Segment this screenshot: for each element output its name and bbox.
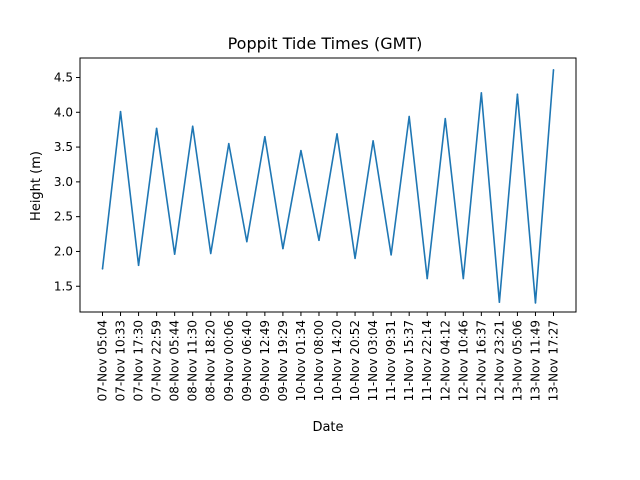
x-tick-label: 08-Nov 18:20 bbox=[204, 320, 218, 401]
x-tick-label: 11-Nov 22:14 bbox=[420, 320, 434, 401]
x-tick-label: 09-Nov 19:29 bbox=[276, 320, 290, 401]
y-tick-label: 4.5 bbox=[54, 70, 73, 84]
x-tick-label: 10-Nov 08:00 bbox=[312, 320, 326, 401]
x-tick-label: 11-Nov 09:31 bbox=[384, 320, 398, 401]
y-tick-label: 3.5 bbox=[54, 140, 73, 154]
data-point bbox=[372, 140, 374, 142]
x-tick-label: 12-Nov 04:12 bbox=[438, 320, 452, 401]
x-tick-label: 12-Nov 16:37 bbox=[474, 320, 488, 401]
x-tick-label: 07-Nov 10:33 bbox=[114, 320, 128, 401]
data-point bbox=[119, 110, 122, 113]
x-tick-label: 10-Nov 01:34 bbox=[294, 320, 308, 401]
x-tick-label: 10-Nov 14:20 bbox=[330, 320, 344, 401]
data-point bbox=[390, 254, 392, 256]
data-point bbox=[191, 125, 194, 127]
y-tick-label: 4.0 bbox=[54, 105, 73, 119]
data-point bbox=[318, 239, 320, 242]
data-point bbox=[498, 301, 501, 304]
x-tick-label: 09-Nov 06:40 bbox=[240, 320, 254, 401]
data-point bbox=[354, 257, 356, 260]
x-tick-label: 11-Nov 03:04 bbox=[366, 320, 380, 401]
data-point bbox=[264, 135, 266, 138]
data-point bbox=[101, 268, 104, 270]
y-tick-label: 2.0 bbox=[54, 244, 73, 258]
x-tick-label: 10-Nov 20:52 bbox=[348, 320, 362, 401]
y-axis-label: Height (m) bbox=[29, 151, 44, 221]
y-tick-label: 1.5 bbox=[54, 279, 73, 293]
data-point bbox=[408, 115, 410, 118]
data-point bbox=[300, 149, 302, 152]
x-tick-label: 13-Nov 11:49 bbox=[528, 320, 542, 401]
data-point bbox=[227, 142, 230, 145]
chart-title: Poppit Tide Times (GMT) bbox=[228, 34, 423, 53]
y-tick-label: 3.0 bbox=[54, 175, 73, 189]
data-point bbox=[552, 69, 555, 71]
x-tick-label: 08-Nov 11:30 bbox=[186, 320, 200, 401]
x-axis-label: Date bbox=[312, 420, 343, 435]
x-tick-label: 12-Nov 10:46 bbox=[456, 320, 470, 401]
data-point bbox=[480, 91, 483, 94]
data-point bbox=[336, 133, 338, 135]
y-tick-label: 2.5 bbox=[54, 210, 73, 224]
data-point bbox=[426, 277, 429, 280]
ticks-layer: 1.5 2.0 2.5 3.0 3.5 4.0 4.5 07-Nov 05:04 07-Nov … bbox=[54, 70, 561, 401]
x-tick-label: 07-Nov 17:30 bbox=[132, 320, 146, 401]
data-point bbox=[534, 302, 537, 304]
x-tick-label: 07-Nov 05:04 bbox=[96, 320, 110, 401]
x-tick-label: 13-Nov 17:27 bbox=[547, 320, 561, 401]
x-tick-label: 13-Nov 05:06 bbox=[510, 320, 524, 401]
x-tick-label: 09-Nov 00:06 bbox=[222, 320, 236, 401]
data-point bbox=[137, 264, 140, 267]
data-point bbox=[444, 117, 447, 120]
x-tick-label: 12-Nov 23:21 bbox=[492, 320, 506, 401]
data-point bbox=[516, 93, 519, 95]
data-point bbox=[155, 127, 158, 130]
series-layer bbox=[101, 69, 555, 304]
data-point bbox=[246, 240, 248, 243]
x-tick-label: 09-Nov 12:49 bbox=[258, 320, 272, 401]
x-tick-label: 11-Nov 15:37 bbox=[402, 320, 416, 401]
data-point bbox=[209, 252, 212, 255]
data-point bbox=[173, 253, 176, 256]
data-point bbox=[462, 277, 465, 280]
plot-frame bbox=[79, 57, 577, 313]
data-point bbox=[282, 247, 284, 250]
x-tick-label: 08-Nov 05:44 bbox=[168, 320, 182, 401]
x-tick-label: 07-Nov 22:59 bbox=[150, 320, 164, 401]
series-line bbox=[101, 69, 555, 304]
